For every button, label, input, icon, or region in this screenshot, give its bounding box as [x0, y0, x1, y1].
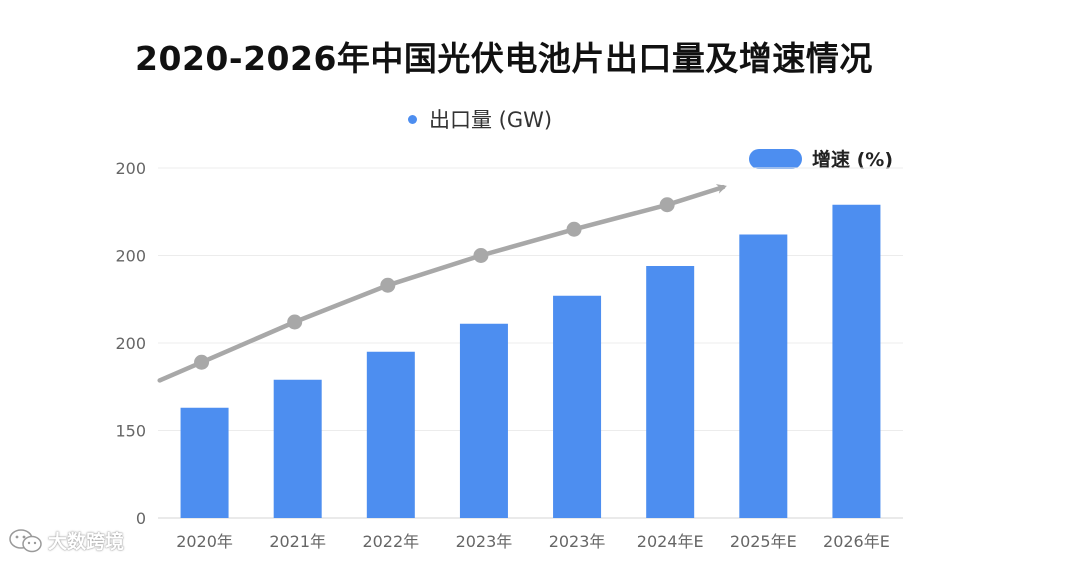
x-tick-label: 2023年 — [549, 532, 606, 551]
x-tick-label: 2020年 — [176, 532, 233, 551]
watermark: 大数跨境 — [8, 527, 124, 554]
legend-pill-icon — [749, 148, 802, 169]
bar — [366, 351, 415, 518]
legend-growth-rate: 增速 (%) — [749, 145, 893, 172]
chart-title: 2020-2026年中国光伏电池片出口量及增速情况 — [135, 39, 873, 78]
y-tick-label: 150 — [115, 422, 146, 441]
growth-point — [659, 197, 675, 213]
watermark-text: 大数跨境 — [48, 531, 125, 553]
x-tick-label: 2021年 — [269, 532, 326, 551]
growth-trend-line — [157, 184, 727, 383]
growth-point — [287, 314, 303, 330]
legend-dot-icon — [408, 114, 417, 124]
bar — [739, 234, 788, 518]
bar — [459, 323, 508, 518]
x-tick-label: 2023年 — [456, 532, 513, 551]
x-tick-label: 2024年E — [637, 532, 704, 551]
y-tick-label: 200 — [115, 334, 146, 353]
wechat-icon — [9, 528, 42, 552]
x-tick-label: 2025年E — [730, 532, 797, 551]
y-tick-label: 200 — [115, 247, 146, 266]
bar — [180, 407, 229, 518]
growth-point — [566, 221, 582, 237]
x-tick-label: 2022年 — [362, 532, 419, 551]
bar — [832, 204, 881, 518]
y-tick-label: 200 — [115, 159, 146, 178]
bar — [273, 379, 322, 518]
legend-export-volume-label: 出口量 (GW) — [429, 108, 553, 132]
growth-point — [473, 248, 489, 263]
growth-point — [194, 354, 210, 370]
y-tick-label: 0 — [136, 509, 146, 528]
bar — [646, 266, 695, 518]
x-tick-label: 2026年E — [823, 532, 890, 551]
legend-export-volume: 出口量 (GW) — [408, 104, 552, 134]
bar — [553, 295, 602, 518]
legend-growth-rate-label: 增速 (%) — [812, 149, 894, 171]
growth-point — [380, 277, 396, 293]
